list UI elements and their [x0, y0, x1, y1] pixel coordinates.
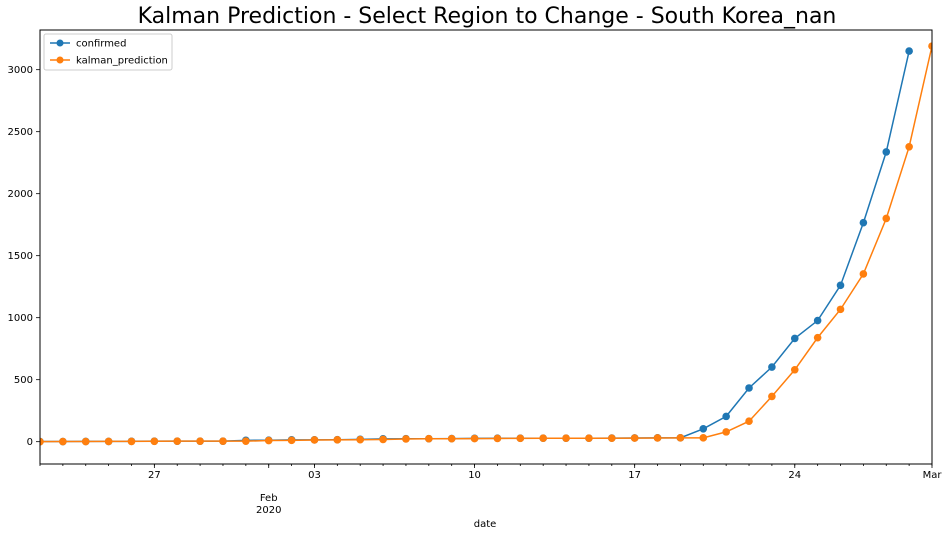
- data-point-kalman_prediction: [722, 428, 730, 436]
- data-point-kalman_prediction: [470, 434, 479, 443]
- data-point-kalman_prediction: [493, 434, 502, 443]
- data-point-confirmed: [859, 218, 868, 227]
- data-point-confirmed: [699, 424, 708, 433]
- data-point-kalman_prediction: [173, 437, 182, 445]
- y-tick-label: 1000: [8, 313, 33, 324]
- x-tick-label: 27: [148, 470, 161, 481]
- data-point-kalman_prediction: [59, 437, 67, 446]
- data-point-kalman_prediction: [264, 436, 273, 445]
- legend-label-kalman_prediction: kalman_prediction: [76, 56, 168, 67]
- data-point-kalman_prediction: [425, 434, 433, 443]
- series-kalman_prediction: [40, 42, 932, 446]
- data-point-kalman_prediction: [447, 434, 456, 443]
- data-point-kalman_prediction: [40, 437, 44, 446]
- data-point-confirmed: [790, 334, 799, 343]
- y-tick-label: 0: [27, 437, 33, 448]
- data-point-confirmed: [745, 384, 753, 392]
- data-point-confirmed: [882, 148, 891, 156]
- data-point-kalman_prediction: [242, 437, 250, 445]
- data-point-kalman_prediction: [150, 437, 159, 446]
- data-point-kalman_prediction: [813, 333, 822, 342]
- data-point-confirmed: [813, 316, 822, 325]
- plot-frame: [39, 29, 933, 465]
- x-tick-label: 10: [468, 470, 481, 481]
- series-line-confirmed: [40, 50, 910, 443]
- x-tick-sublabel: 2020: [256, 505, 281, 516]
- x-tick-label: Mar: [923, 470, 943, 481]
- legend-marker-kalman_prediction: [56, 56, 64, 64]
- data-point-confirmed: [836, 281, 845, 290]
- x-tick-label: 17: [628, 470, 641, 481]
- x-tick-label: 03: [308, 470, 321, 481]
- y-axis: 0 500 1000 1500 2000 2500 3000: [8, 65, 40, 448]
- data-point-kalman_prediction: [768, 392, 776, 401]
- y-tick-label: 2500: [8, 127, 33, 138]
- data-point-kalman_prediction: [607, 434, 616, 443]
- data-point-kalman_prediction: [310, 436, 319, 444]
- data-point-kalman_prediction: [699, 434, 708, 442]
- legend: confirmed kalman_prediction: [43, 33, 173, 71]
- data-point-kalman_prediction: [196, 437, 204, 445]
- x-tick-label: Feb: [260, 493, 278, 504]
- legend-marker-confirmed: [56, 39, 64, 47]
- data-point-kalman_prediction: [81, 437, 90, 446]
- legend-label-confirmed: confirmed: [76, 39, 126, 50]
- data-point-kalman_prediction: [219, 437, 227, 445]
- data-point-kalman_prediction: [928, 42, 932, 50]
- data-point-kalman_prediction: [402, 435, 410, 443]
- plot-area: [40, 42, 932, 446]
- data-point-kalman_prediction: [379, 435, 387, 444]
- data-point-kalman_prediction: [333, 436, 342, 444]
- data-point-kalman_prediction: [859, 270, 868, 278]
- y-tick-label: 3000: [8, 65, 33, 76]
- data-point-confirmed: [768, 363, 776, 371]
- data-point-kalman_prediction: [516, 434, 525, 443]
- data-point-kalman_prediction: [790, 365, 799, 374]
- data-point-kalman_prediction: [745, 417, 753, 426]
- data-point-kalman_prediction: [905, 143, 913, 151]
- data-point-confirmed: [722, 412, 730, 421]
- x-axis-label: date: [474, 519, 497, 530]
- chart-title: Kalman Prediction - Select Region to Cha…: [138, 4, 837, 29]
- data-point-kalman_prediction: [104, 437, 113, 446]
- data-point-kalman_prediction: [127, 437, 136, 446]
- data-point-kalman_prediction: [356, 435, 365, 444]
- y-tick-label: 2000: [8, 189, 33, 200]
- y-tick-label: 1500: [8, 251, 33, 262]
- data-point-kalman_prediction: [585, 434, 593, 443]
- x-tick-label: 24: [788, 470, 801, 481]
- data-point-kalman_prediction: [676, 434, 685, 442]
- y-tick-label: 500: [14, 375, 33, 386]
- data-point-kalman_prediction: [882, 214, 891, 223]
- legend-box: [43, 33, 173, 71]
- data-point-kalman_prediction: [539, 434, 547, 443]
- data-point-kalman_prediction: [630, 434, 639, 442]
- data-point-kalman_prediction: [653, 434, 662, 442]
- data-point-kalman_prediction: [562, 434, 570, 443]
- data-point-kalman_prediction: [836, 305, 845, 314]
- series-line-kalman_prediction: [40, 45, 932, 443]
- data-point-kalman_prediction: [287, 436, 296, 445]
- data-point-confirmed: [905, 47, 913, 55]
